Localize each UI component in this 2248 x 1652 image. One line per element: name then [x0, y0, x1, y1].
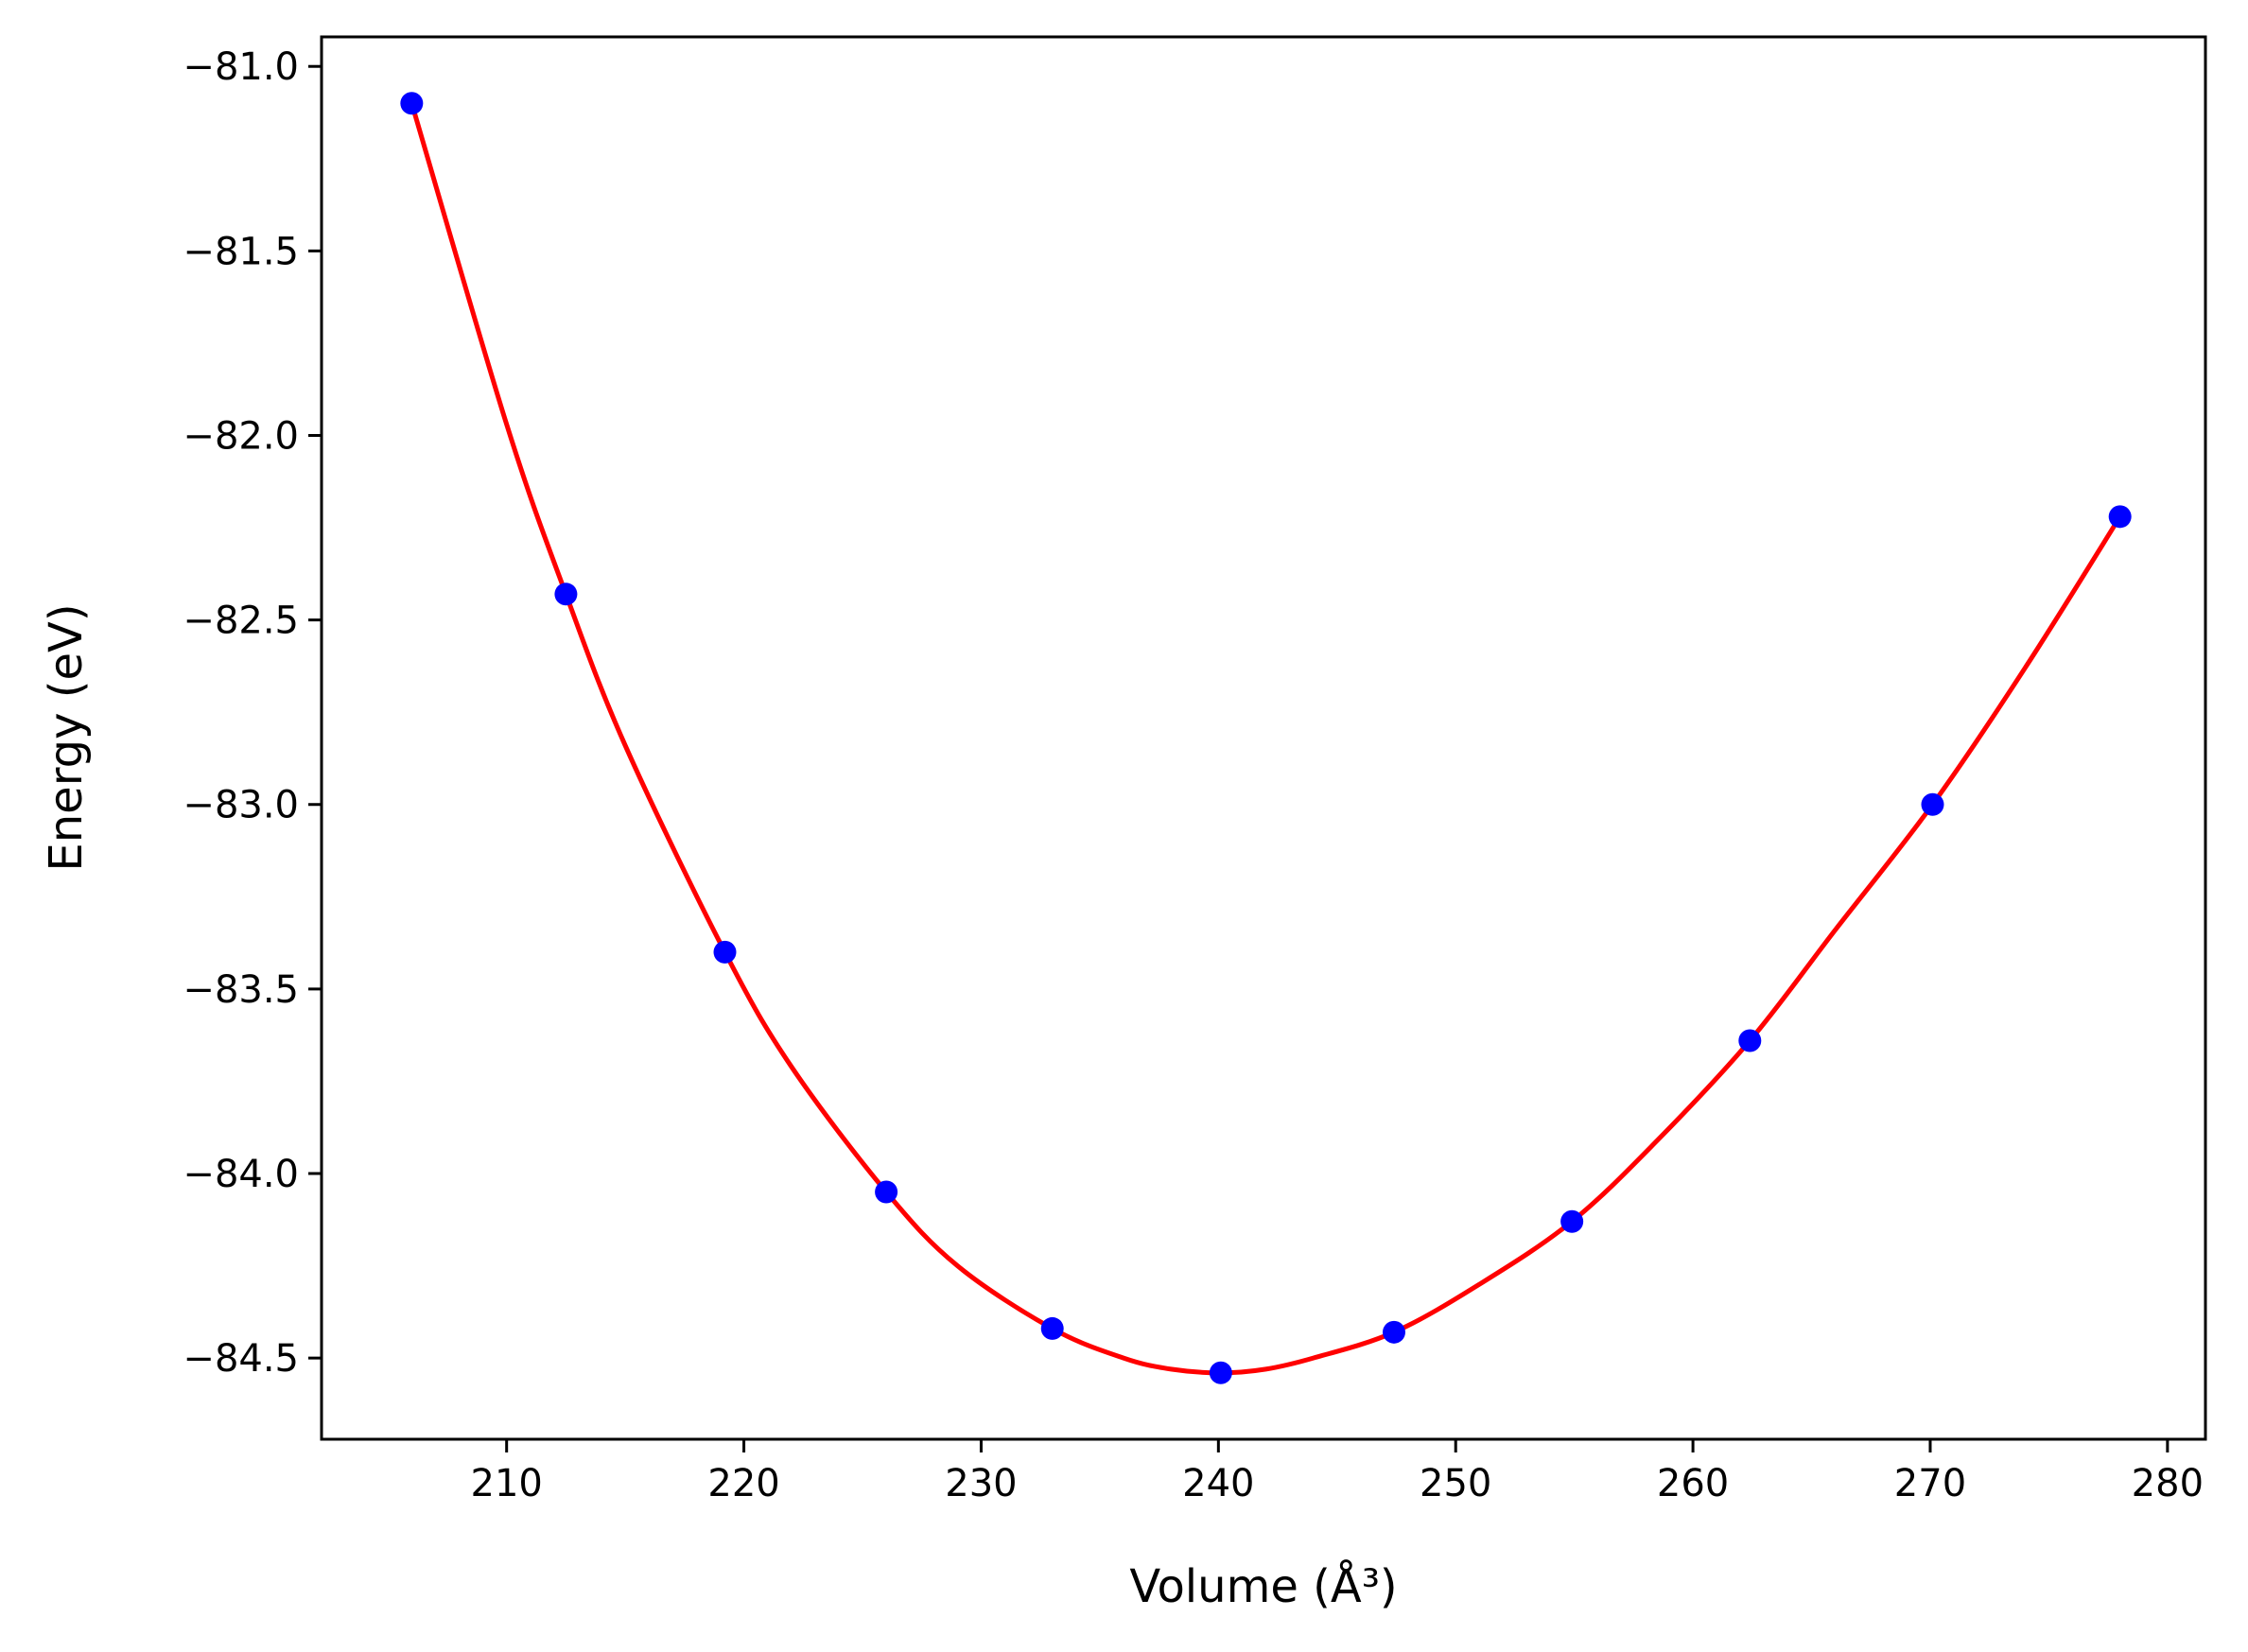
x-axis: 210 220 230 240 250 260 270 280: [471, 1439, 2204, 1505]
x-tick-label: 280: [2132, 1462, 2204, 1505]
data-point: [1738, 1029, 1762, 1052]
x-tick-label: 250: [1420, 1462, 1491, 1505]
x-tick-label: 270: [1894, 1462, 1966, 1505]
data-point: [1382, 1320, 1405, 1344]
y-tick-label: −84.0: [183, 1153, 299, 1196]
data-point: [713, 940, 737, 964]
data-point: [400, 92, 424, 115]
data-point: [1040, 1316, 1064, 1340]
y-tick-label: −82.5: [183, 600, 299, 643]
y-axis-title: Energy (eV): [40, 603, 93, 871]
y-tick-label: −83.5: [183, 968, 299, 1012]
y-tick-label: −83.0: [183, 784, 299, 827]
x-tick-label: 240: [1182, 1462, 1254, 1505]
y-tick-label: −84.5: [183, 1337, 299, 1381]
data-point: [1560, 1209, 1584, 1233]
y-axis-label: Energy: [40, 713, 93, 872]
fit-line: [409, 102, 2122, 1376]
y-axis: −81.0 −81.5 −82.0 −82.5 −83.0 −83.5 −84.0 −84.5: [183, 45, 322, 1381]
y-axis-unit: (eV): [40, 603, 93, 698]
x-tick-label: 260: [1657, 1462, 1729, 1505]
data-point: [875, 1180, 898, 1204]
x-tick-label: 210: [471, 1462, 543, 1505]
data-point: [1209, 1361, 1232, 1384]
data-point: [554, 583, 578, 606]
y-tick-label: −81.5: [183, 230, 299, 273]
x-tick-label: 230: [945, 1462, 1017, 1505]
x-axis-title: Volume (Å³): [1129, 1559, 1397, 1613]
x-tick-label: 220: [707, 1462, 779, 1505]
x-axis-label: Volume: [1129, 1560, 1298, 1613]
x-axis-unit: (Å³): [1313, 1559, 1398, 1613]
y-tick-label: −81.0: [183, 45, 299, 89]
plot-layer: [400, 92, 2132, 1384]
data-point: [1921, 792, 1944, 816]
data-point: [2108, 505, 2132, 529]
plot-frame: [320, 35, 2207, 1441]
y-tick-label: −82.0: [183, 414, 299, 458]
